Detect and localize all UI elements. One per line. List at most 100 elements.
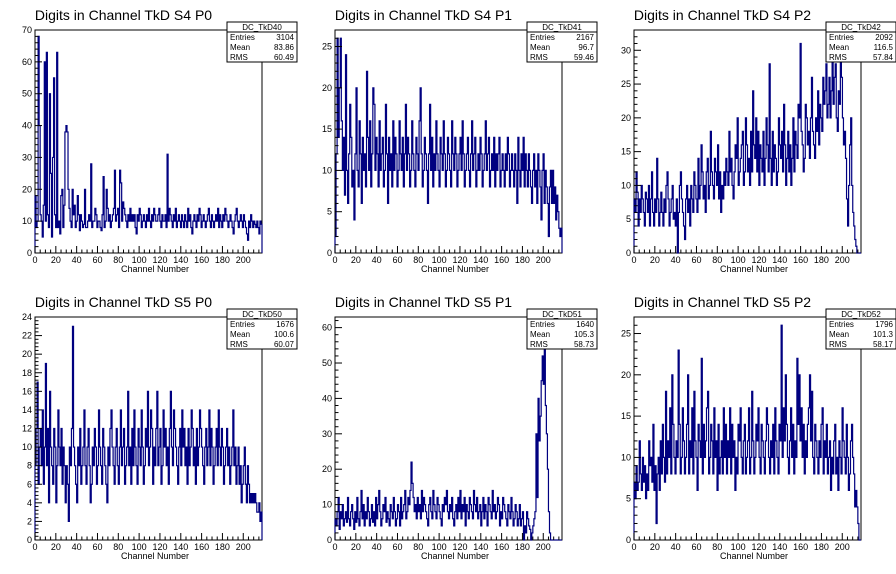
x-tick-label: 180 [515, 255, 530, 265]
chart-title: Digits in Channel TkD S5 P0 [35, 294, 212, 310]
stats-box-frame [226, 21, 298, 63]
x-tick-label: 160 [793, 255, 808, 265]
x-tick-label: 60 [691, 542, 701, 552]
x-tick-label: 0 [32, 542, 37, 552]
x-tick-label: 200 [236, 542, 251, 552]
stats-value: 101.3 [873, 330, 894, 339]
histogram-panel: Digits in Channel TkD S5 P00 20 40 60 80 100 1… [22, 294, 298, 561]
y-tick-label: 16 [22, 386, 32, 396]
stats-label: Entries [829, 320, 854, 329]
stats-label: RMS [230, 53, 248, 62]
chart-title: Digits in Channel TkD S4 P2 [634, 7, 811, 23]
y-tick-label: 10 [322, 500, 332, 510]
stats-label: Mean [829, 330, 849, 339]
y-tick-label: 0 [27, 248, 32, 258]
x-tick-label: 140 [173, 542, 188, 552]
stats-box-frame [526, 21, 598, 63]
x-tick-label: 100 [432, 255, 447, 265]
x-tick-label: 40 [372, 542, 382, 552]
chart-title: Digits in Channel TkD S5 P2 [634, 294, 811, 310]
x-axis-label: Channel Number [720, 264, 788, 274]
x-tick-label: 200 [835, 542, 850, 552]
stats-label: RMS [530, 340, 548, 349]
histogram-panel: Digits in Channel TkD S4 P00 20 40 60 80 100 1… [22, 7, 298, 274]
x-tick-label: 80 [113, 255, 123, 265]
stats-label: Mean [530, 43, 550, 52]
y-tick-label: 0 [27, 535, 32, 545]
y-tick-label: 15 [322, 124, 332, 134]
histogram-line [633, 42, 861, 254]
x-tick-label: 20 [650, 255, 660, 265]
y-tick-label: 20 [22, 184, 32, 194]
y-tick-label: 8 [27, 461, 32, 471]
x-axis-label: Channel Number [421, 264, 489, 274]
y-tick-label: 10 [22, 442, 32, 452]
x-tick-label: 180 [215, 255, 230, 265]
histogram-line [334, 37, 563, 253]
stats-name: DC_TkD42 [841, 23, 881, 32]
stats-value: 1676 [276, 320, 294, 329]
stats-name: DC_TkD40 [242, 23, 282, 32]
stats-value: 1640 [576, 320, 594, 329]
stats-label: RMS [829, 340, 847, 349]
x-axis-label: Channel Number [720, 551, 788, 561]
stats-label: Entries [230, 33, 255, 42]
y-tick-label: 15 [621, 411, 631, 421]
x-tick-label: 60 [92, 542, 102, 552]
y-tick-label: 24 [22, 312, 32, 322]
x-tick-label: 0 [631, 542, 636, 552]
y-tick-label: 25 [621, 329, 631, 339]
stats-value: 59.46 [574, 53, 595, 62]
x-tick-label: 200 [536, 255, 551, 265]
y-tick-label: 70 [22, 25, 32, 35]
y-tick-label: 5 [626, 214, 631, 224]
y-tick-label: 25 [322, 42, 332, 52]
stats-label: Mean [230, 330, 250, 339]
y-tick-label: 0 [327, 535, 332, 545]
x-tick-label: 100 [132, 542, 147, 552]
stats-value: 58.17 [873, 340, 894, 349]
stats-value: 83.86 [274, 43, 295, 52]
y-tick-label: 30 [22, 152, 32, 162]
x-tick-label: 80 [712, 255, 722, 265]
chart-title: Digits in Channel TkD S4 P1 [335, 7, 512, 23]
y-tick-label: 25 [621, 79, 631, 89]
stats-value: 100.6 [274, 330, 295, 339]
x-tick-label: 120 [452, 542, 467, 552]
y-tick-label: 5 [327, 207, 332, 217]
x-tick-label: 160 [194, 542, 209, 552]
y-tick-label: 30 [322, 429, 332, 439]
x-tick-label: 200 [536, 542, 551, 552]
stats-box-frame [825, 308, 896, 350]
y-tick-label: 14 [22, 405, 32, 415]
stats-label: RMS [530, 53, 548, 62]
x-tick-label: 0 [332, 255, 337, 265]
x-tick-label: 20 [650, 542, 660, 552]
stats-label: RMS [829, 53, 847, 62]
stats-name: DC_TkD50 [242, 310, 282, 319]
stats-label: Mean [829, 43, 849, 52]
x-tick-label: 180 [215, 542, 230, 552]
x-tick-label: 140 [173, 255, 188, 265]
stats-name: DC_TkD51 [542, 310, 582, 319]
stats-value: 60.07 [274, 340, 295, 349]
stats-box-frame [226, 308, 298, 350]
y-tick-label: 22 [22, 331, 32, 341]
x-axis-label: Channel Number [421, 551, 489, 561]
x-tick-label: 80 [712, 542, 722, 552]
x-axis-label: Channel Number [121, 551, 189, 561]
histogram-panel: Digits in Channel TkD S4 P10 20 40 60 80 100 1… [322, 7, 598, 274]
x-tick-label: 180 [814, 542, 829, 552]
x-tick-label: 60 [691, 255, 701, 265]
plot-frame [334, 29, 563, 254]
x-tick-label: 120 [751, 542, 766, 552]
y-tick-label: 15 [621, 147, 631, 157]
y-tick-label: 10 [322, 165, 332, 175]
x-tick-label: 140 [473, 255, 488, 265]
x-tick-label: 0 [32, 255, 37, 265]
y-tick-label: 6 [27, 479, 32, 489]
x-tick-label: 140 [473, 542, 488, 552]
x-tick-label: 20 [51, 542, 61, 552]
